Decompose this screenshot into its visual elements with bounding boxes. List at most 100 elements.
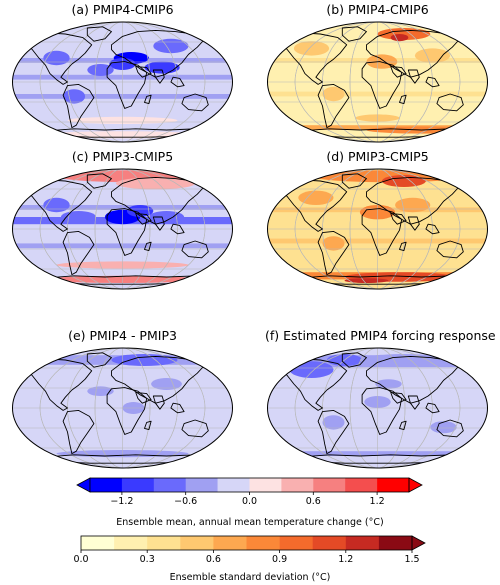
- coastline-seAsia: [170, 223, 185, 235]
- field-patch: [111, 354, 178, 366]
- map-pmip3-mean: [12, 168, 233, 290]
- colorbar-segment: [279, 536, 313, 550]
- coastline-india: [407, 216, 420, 231]
- panel-e: (e) PMIP4 - PMIP3: [10, 328, 235, 473]
- colorbar-tick-label: 1.5: [404, 554, 420, 565]
- colorbar-segment: [217, 478, 250, 492]
- coastline-africa: [361, 208, 403, 256]
- coastline-australia: [181, 93, 209, 112]
- colorbar-extend-min: [76, 477, 91, 493]
- colorbar-segment: [345, 536, 380, 550]
- coastline-southAmerica: [62, 409, 95, 455]
- colorbar-segment: [81, 536, 115, 550]
- coastline-northAmerica: [25, 32, 93, 85]
- coastline-madagascar: [399, 94, 407, 105]
- coastline-eurasia: [366, 355, 460, 404]
- graticule-longitude: [294, 348, 461, 468]
- field-patch: [359, 354, 448, 366]
- coastline-southAmerica: [317, 83, 350, 129]
- panel-title: (e) PMIP4 - PMIP3: [68, 328, 177, 343]
- coastline-madagascar: [144, 420, 152, 431]
- coastline-india: [407, 395, 420, 410]
- colorbar-tick-label: 1.2: [369, 496, 385, 507]
- colorbar-sd: 0.0 0.3 0.6 0.9 1.2 1.5 Ensemble standard dev…: [0, 534, 500, 585]
- graticule-longitude: [39, 169, 206, 289]
- colorbar-segment: [281, 478, 314, 492]
- coastline-africa: [106, 387, 148, 435]
- coastline-australia: [181, 240, 209, 259]
- colorbar-segment: [213, 536, 247, 550]
- colorbar-segment: [121, 478, 155, 492]
- coastline-greenland: [86, 352, 112, 368]
- coastline-africa: [106, 61, 148, 109]
- graticule-longitude: [294, 22, 461, 142]
- colorbar-segment: [90, 478, 123, 492]
- colorbar-extend-max: [411, 535, 426, 551]
- coastline-eurasia: [111, 176, 205, 225]
- coastline-seAsia: [170, 402, 185, 414]
- field-patch: [395, 197, 431, 213]
- coastline-africa: [361, 387, 403, 435]
- coastline-india: [152, 395, 165, 410]
- coastline-seAsia: [425, 402, 440, 414]
- colorbar-extend-max: [408, 477, 423, 493]
- coastline-greenland: [341, 173, 367, 189]
- map-pmip4-sd: [267, 21, 488, 143]
- coastline-seAsia: [425, 76, 440, 88]
- field-patch: [390, 34, 409, 42]
- colorbar-segment: [153, 478, 186, 492]
- map-pmip4-mean: [12, 21, 233, 143]
- field-patch: [87, 386, 114, 396]
- colorbar-tick-label: −0.6: [174, 496, 198, 507]
- coastline-eurasia: [366, 29, 460, 78]
- field-patch: [322, 236, 345, 251]
- coastline-arabia: [390, 65, 407, 78]
- colorbar-tick-label: 0.0: [73, 554, 89, 565]
- coastline-africa: [106, 208, 148, 256]
- graticule-longitude: [39, 348, 206, 468]
- panel-title: (a) PMIP4-CMIP6: [71, 2, 174, 17]
- coastline-arabia: [135, 65, 152, 78]
- coastline-southAmerica: [62, 83, 95, 129]
- coastline-greenland: [341, 26, 367, 42]
- coastline-southAmerica: [62, 230, 95, 276]
- colorbar-sd-bar: [80, 535, 426, 553]
- colorbar-segment: [180, 536, 214, 550]
- colorbar-segment: [345, 478, 378, 492]
- coastline-greenland: [86, 173, 112, 189]
- colorbar-tick-label: 0.6: [205, 554, 221, 565]
- colorbar-tick-label: −1.2: [110, 496, 134, 507]
- panel-c: (c) PMIP3-CMIP5: [10, 149, 235, 294]
- panel-f: (f) Estimated PMIP4 forcing response: [265, 328, 496, 473]
- map-frame: [267, 21, 488, 143]
- field-patch: [430, 421, 457, 434]
- coastline-india: [152, 216, 165, 231]
- map-frame: [12, 168, 233, 290]
- colorbar-tick-label: 0.9: [272, 554, 288, 565]
- coastline-australia: [436, 419, 464, 438]
- coastline-northAmerica: [280, 179, 348, 232]
- panel-title: (f) Estimated PMIP4 forcing response: [265, 328, 496, 343]
- field-patch: [148, 211, 185, 223]
- panel-a: (a) PMIP4-CMIP6: [10, 2, 235, 147]
- colorbar-segment: [246, 536, 280, 550]
- field-patch: [43, 50, 70, 66]
- colorbar-segment: [249, 478, 282, 492]
- field-patch: [115, 177, 196, 190]
- field-patch: [322, 415, 345, 430]
- coastline-southAmerica: [317, 409, 350, 455]
- panel-title: (b) PMIP4-CMIP6: [326, 2, 429, 17]
- colorbar-mean-bar: [76, 477, 423, 495]
- coastline-australia: [436, 240, 464, 259]
- colorbar-tick-label: 0.3: [139, 554, 155, 565]
- map-difference: [12, 347, 233, 469]
- coastline-arabia: [390, 391, 407, 404]
- coastline-madagascar: [399, 241, 407, 252]
- map-pmip3-sd: [267, 168, 488, 290]
- colorbar-segment: [114, 536, 148, 550]
- colorbar-mean: −1.2 −0.6 0.0 0.6 1.2 Ensemble mean, annual …: [0, 474, 500, 534]
- coastline-arabia: [390, 212, 407, 225]
- colorbar-tick-label: 0.6: [305, 496, 321, 507]
- field-patch: [375, 379, 402, 389]
- coastline-greenland: [86, 26, 112, 42]
